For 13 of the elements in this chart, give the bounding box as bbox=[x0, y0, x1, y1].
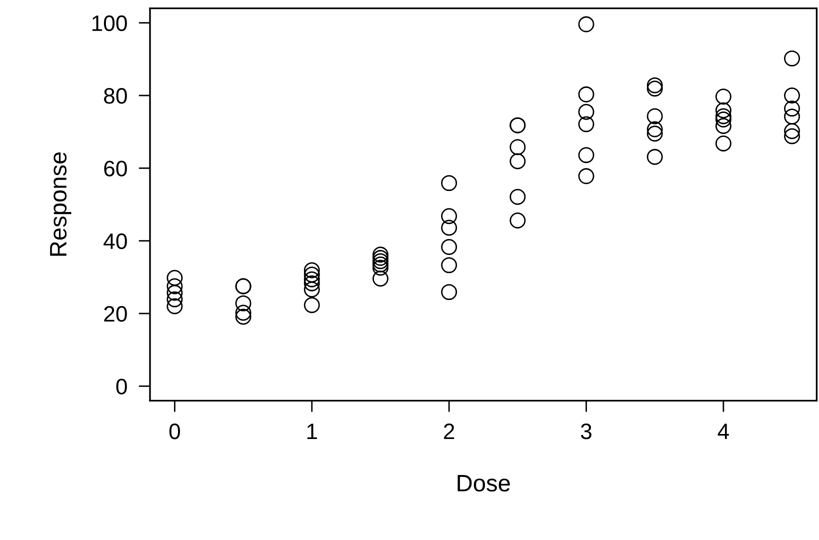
y-tick-label: 0 bbox=[116, 378, 127, 394]
x-tick-label: 2 bbox=[444, 424, 454, 440]
x-axis-title: Dose bbox=[458, 475, 510, 492]
y-tick-label: 40 bbox=[104, 233, 127, 250]
y-tick-label: 60 bbox=[104, 160, 127, 176]
x-tick-label: 0 bbox=[169, 424, 180, 440]
y-tick-label: 80 bbox=[104, 88, 127, 104]
y-axis-title: Response bbox=[50, 152, 72, 256]
x-tick-label: 1 bbox=[307, 424, 317, 440]
y-tick-label: 100 bbox=[92, 15, 127, 32]
x-tick-label: 4 bbox=[718, 424, 729, 440]
y-tick-label: 20 bbox=[104, 306, 127, 322]
x-tick-label: 3 bbox=[580, 424, 592, 440]
